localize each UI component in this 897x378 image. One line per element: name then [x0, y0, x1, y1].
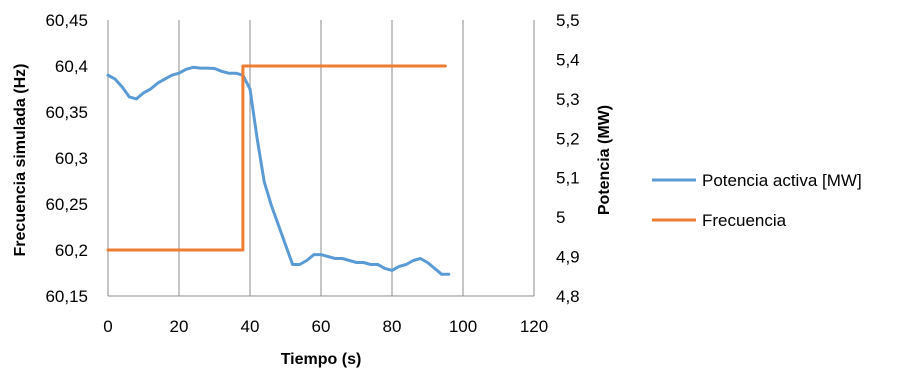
series-layer: [106, 64, 451, 276]
left-y-tick-label: 60,35: [45, 103, 88, 122]
left-y-tick-label: 60,4: [55, 57, 88, 76]
left-y-tick-label: 60,3: [55, 149, 88, 168]
right-y-tick-label: 5,5: [556, 11, 580, 30]
legend: Potencia activa [MW] Frecuencia: [652, 171, 862, 230]
left-y-tick-label: 60,15: [45, 287, 88, 306]
x-tick-label: 100: [449, 317, 477, 336]
x-tick-label: 120: [520, 317, 548, 336]
left-y-tick-label: 60,45: [45, 11, 88, 30]
x-tick-label: 20: [170, 317, 189, 336]
right-y-tick-label: 5,1: [556, 169, 580, 188]
series-line-frecuencia: [106, 64, 447, 252]
series-line-potencia: [106, 65, 451, 276]
left-y-axis-title: Frecuencia simulada (Hz): [12, 64, 29, 257]
right-y-axis-title: Potencia (MW): [596, 105, 613, 215]
tick-layer: 0 20 40 60 80 100 12060,4560,460,3560,360,2560…: [45, 11, 579, 336]
right-y-tick-label: 5,3: [556, 90, 580, 109]
x-tick-label: 40: [241, 317, 260, 336]
right-y-tick-label: 5: [556, 208, 565, 227]
right-y-tick-label: 4,9: [556, 248, 580, 267]
x-tick-label: 60: [312, 317, 331, 336]
x-tick-label: 0: [103, 317, 112, 336]
right-y-tick-label: 5,4: [556, 50, 580, 69]
left-y-tick-label: 60,25: [45, 195, 88, 214]
x-axis-title: Tiempo (s): [281, 351, 362, 368]
right-y-tick-label: 5,2: [556, 129, 580, 148]
legend-label-frecuencia: Frecuencia: [702, 211, 787, 230]
right-y-tick-label: 4,8: [556, 287, 580, 306]
left-y-tick-label: 60,2: [55, 241, 88, 260]
legend-label-potencia: Potencia activa [MW]: [702, 171, 862, 190]
x-tick-label: 80: [383, 317, 402, 336]
